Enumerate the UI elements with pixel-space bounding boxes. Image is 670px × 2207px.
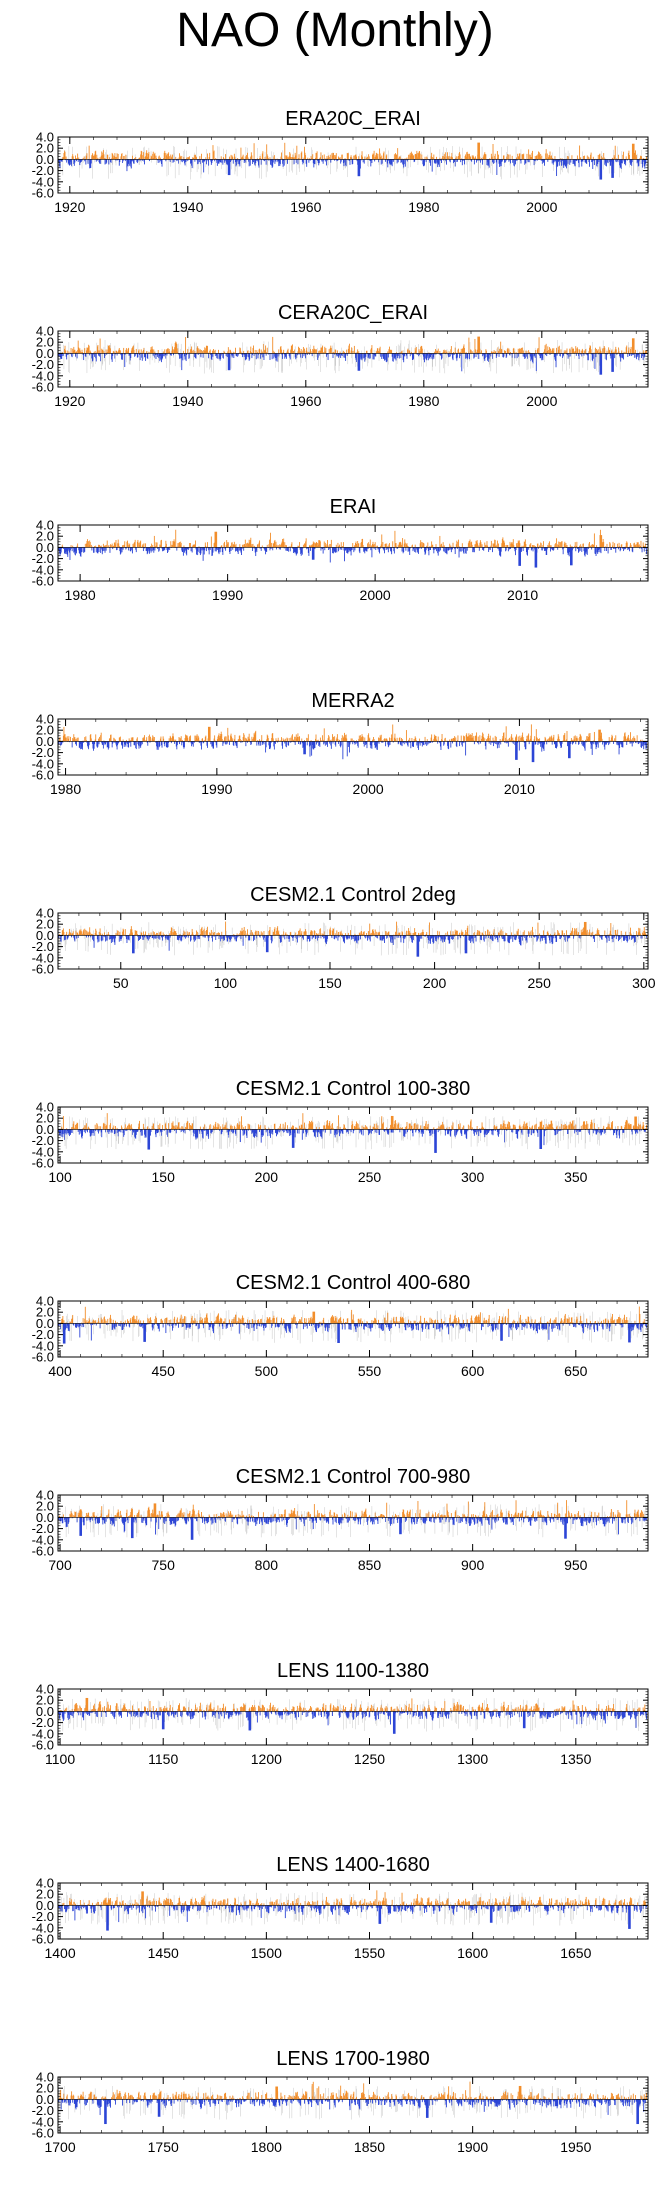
page-title: NAO (Monthly) bbox=[176, 4, 494, 57]
y-tick-label: 4.0 bbox=[36, 130, 54, 145]
x-tick-label: 1920 bbox=[54, 393, 85, 409]
y-tick-label: 0.0 bbox=[36, 540, 54, 555]
nao-extreme-bar bbox=[611, 159, 614, 178]
y-tick-label: -6.0 bbox=[32, 186, 54, 201]
nao-extreme-bar bbox=[477, 142, 480, 160]
nao-extreme-bar bbox=[518, 547, 521, 566]
nao-extreme-bar bbox=[631, 143, 635, 160]
y-tick-label: 4.0 bbox=[36, 518, 54, 533]
nao-extreme-bar bbox=[599, 535, 603, 548]
nao-extreme-bar bbox=[631, 338, 635, 354]
nao-extreme-bar bbox=[357, 353, 361, 371]
x-tick-label: 2010 bbox=[507, 587, 538, 603]
x-tick-label: 1920 bbox=[54, 199, 85, 215]
y-tick-label: -4.0 bbox=[32, 562, 54, 577]
y-tick-label: -2.0 bbox=[32, 357, 54, 372]
nao-extreme-bar bbox=[599, 353, 603, 375]
y-tick-label: 2.0 bbox=[36, 141, 54, 156]
y-tick-label: -4.0 bbox=[32, 174, 54, 189]
y-tick-label: 0.0 bbox=[36, 346, 54, 361]
nao-extreme-bar bbox=[214, 531, 218, 548]
x-tick-label: 1980 bbox=[408, 393, 439, 409]
nao-extreme-bar bbox=[477, 336, 480, 354]
nao-extreme-bar bbox=[611, 353, 614, 372]
y-tick-label: 0.0 bbox=[36, 152, 54, 167]
panel-title: MERRA2 bbox=[311, 690, 394, 712]
y-tick-label: -4.0 bbox=[32, 368, 54, 383]
x-tick-label: 1980 bbox=[408, 199, 439, 215]
y-tick-label: -6.0 bbox=[32, 380, 54, 395]
y-tick-label: -2.0 bbox=[32, 163, 54, 178]
x-tick-label: 1940 bbox=[172, 393, 203, 409]
nao-extreme-bar bbox=[227, 353, 231, 371]
y-tick-label: 4.0 bbox=[36, 324, 54, 339]
panel-title: ERA20C_ERAI bbox=[285, 108, 421, 130]
nao-panel: ERAI 4.02.00.0-2.0-4.0-6.0 1980 1990 2000 201… bbox=[32, 496, 649, 603]
x-tick-label: 1980 bbox=[65, 587, 96, 603]
y-tick-label: -2.0 bbox=[32, 551, 54, 566]
x-tick-label: 1940 bbox=[172, 199, 203, 215]
nao-extreme-bar bbox=[357, 159, 361, 177]
nao-extreme-bar bbox=[227, 159, 231, 176]
y-tick-label: 2.0 bbox=[36, 335, 54, 350]
x-tick-label: 1960 bbox=[290, 393, 321, 409]
plot-frame bbox=[57, 330, 649, 388]
nao-extreme-bar bbox=[570, 547, 573, 566]
x-tick-label: 2000 bbox=[360, 587, 391, 603]
panel-title: ERAI bbox=[330, 496, 377, 518]
nao-extreme-bar bbox=[599, 159, 603, 180]
x-tick-label: 2000 bbox=[526, 393, 557, 409]
panel-title: CERA20C_ERAI bbox=[278, 302, 428, 324]
x-tick-label: 2000 bbox=[526, 199, 557, 215]
plot-frame bbox=[57, 524, 649, 582]
y-tick-label: -6.0 bbox=[32, 574, 54, 589]
x-tick-label: 1960 bbox=[290, 199, 321, 215]
nao-extreme-bar bbox=[534, 547, 538, 568]
nao-extreme-bar bbox=[311, 547, 315, 560]
y-tick-label: 2.0 bbox=[36, 529, 54, 544]
x-tick-label: 1990 bbox=[212, 587, 243, 603]
